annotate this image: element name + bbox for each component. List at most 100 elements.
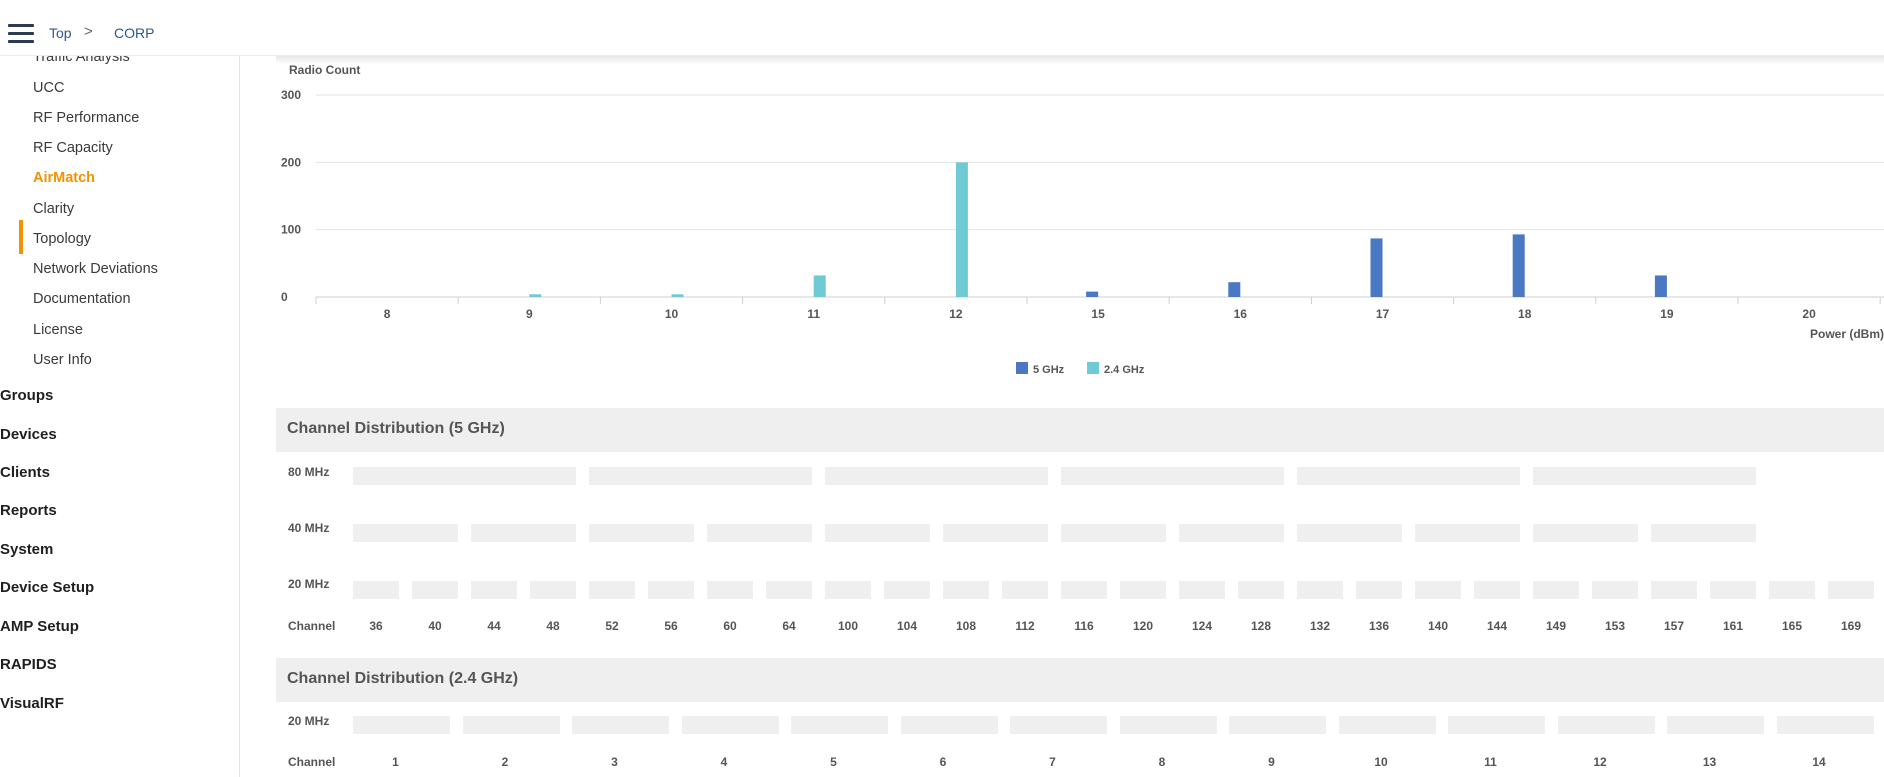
channel-cell-20mhz[interactable] (1061, 581, 1107, 599)
bar-5ghz (1086, 291, 1099, 297)
channel-cell-80mhz[interactable] (353, 467, 576, 485)
channel-cell-40mhz[interactable] (1651, 524, 1756, 542)
row-label-80mhz: 80 MHz (288, 465, 330, 479)
channel-cell-24ghz[interactable] (900, 716, 998, 734)
sidebar-item-network-deviations[interactable]: Network Deviations (33, 261, 158, 277)
sidebar-item-ucc[interactable]: UCC (33, 80, 65, 96)
legend-swatch-5ghz (1016, 362, 1028, 374)
sidebar-item-user-info[interactable]: User Info (33, 352, 92, 368)
sidebar-item-license[interactable]: License (33, 322, 83, 338)
channel-cell-20mhz[interactable] (1297, 581, 1343, 599)
channel-label: 8 (1158, 755, 1166, 769)
channel-cell-20mhz[interactable] (1238, 581, 1284, 599)
channel-cell-20mhz[interactable] (1592, 581, 1638, 599)
power-chart: Radio Count 0 100 200 300 8 9 10 11 12 15 16 17 18 19 2… (281, 63, 1884, 376)
nav-system[interactable]: System (0, 541, 54, 558)
channel-cell-20mhz[interactable] (1769, 581, 1815, 599)
channel-cell-24ghz[interactable] (1557, 716, 1655, 734)
channel-cell-24ghz[interactable] (791, 716, 888, 734)
channel-cell-80mhz[interactable] (589, 467, 812, 485)
nav-visualrf[interactable]: VisualRF (0, 695, 64, 712)
channel-cell-20mhz[interactable] (648, 581, 694, 599)
channel-cell-24ghz[interactable] (681, 716, 779, 734)
channel-cell-20mhz[interactable] (1710, 581, 1756, 599)
channel-cell-20mhz[interactable] (1415, 581, 1461, 599)
channel-cell-20mhz[interactable] (353, 581, 399, 599)
channel-label: 140 (1427, 619, 1449, 633)
channel-cell-24ghz[interactable] (1119, 716, 1217, 734)
channel-cell-24ghz[interactable] (1338, 716, 1436, 734)
channel-cell-20mhz[interactable] (1651, 581, 1697, 599)
channel-cell-20mhz[interactable] (1828, 581, 1874, 599)
channel-cell-40mhz[interactable] (1179, 524, 1284, 542)
channel-cell-40mhz[interactable] (1415, 524, 1520, 542)
channel-cell-20mhz[interactable] (1474, 581, 1520, 599)
y-tick-label: 0 (281, 290, 288, 304)
channel-label: 161 (1722, 619, 1744, 633)
nav-groups[interactable]: Groups (0, 387, 54, 404)
channel-cell-20mhz[interactable] (1356, 581, 1402, 599)
sidebar: Traffic Analysis UCC RF Performance RF C… (0, 49, 240, 777)
bar-5ghz (1512, 234, 1525, 297)
hamburger-menu-icon[interactable] (8, 24, 34, 44)
nav-rapids[interactable]: RAPIDS (0, 656, 57, 673)
channel-cell-40mhz[interactable] (1533, 524, 1638, 542)
channel-cell-40mhz[interactable] (943, 524, 1048, 542)
channel-cell-40mhz[interactable] (471, 524, 576, 542)
channel-cell-24ghz[interactable] (572, 716, 669, 734)
sidebar-item-clarity[interactable]: Clarity (33, 201, 75, 217)
y-tick-label: 300 (281, 88, 301, 102)
channel-label: 149 (1545, 619, 1567, 633)
sidebar-item-airmatch[interactable]: AirMatch (33, 170, 96, 186)
channel-cell-40mhz[interactable] (1061, 524, 1166, 542)
channel-cell-40mhz[interactable] (589, 524, 694, 542)
channel-cell-80mhz[interactable] (825, 467, 1048, 485)
channel-cell-24ghz[interactable] (1229, 716, 1326, 734)
channel-cell-20mhz[interactable] (1002, 581, 1048, 599)
channel-cell-20mhz[interactable] (412, 581, 458, 599)
channel-label: 9 (1268, 755, 1275, 769)
channel-cell-80mhz[interactable] (1297, 467, 1520, 485)
sidebar-item-topology[interactable]: Topology (33, 231, 92, 247)
channel-label: 116 (1074, 619, 1094, 633)
x-axis-title: Power (dBm) (1810, 327, 1884, 341)
channel-cell-24ghz[interactable] (1667, 716, 1764, 734)
channel-cell-20mhz[interactable] (589, 581, 635, 599)
channel-cell-80mhz[interactable] (1061, 467, 1284, 485)
channel-cell-24ghz[interactable] (1010, 716, 1107, 734)
channel-cell-40mhz[interactable] (825, 524, 930, 542)
channel-cell-20mhz[interactable] (530, 581, 576, 599)
nav-clients[interactable]: Clients (0, 464, 51, 481)
channel-cell-24ghz[interactable] (462, 716, 560, 734)
channel-cell-20mhz[interactable] (1120, 581, 1166, 599)
channel-label: 11 (1484, 755, 1497, 769)
nav-amp-setup[interactable]: AMP Setup (0, 618, 79, 635)
channel-cell-24ghz[interactable] (1776, 716, 1874, 734)
channel-cell-20mhz[interactable] (943, 581, 989, 599)
sidebar-item-rf-capacity[interactable]: RF Capacity (33, 140, 113, 156)
channel-label: 136 (1368, 619, 1390, 633)
channel-cell-20mhz[interactable] (884, 581, 930, 599)
channel-cell-20mhz[interactable] (766, 581, 812, 599)
channel-cell-24ghz[interactable] (353, 716, 450, 734)
channel-cell-20mhz[interactable] (1533, 581, 1579, 599)
channel-cell-20mhz[interactable] (471, 581, 517, 599)
channel-cell-80mhz[interactable] (1533, 467, 1756, 485)
breadcrumb-top[interactable]: Top (49, 25, 72, 41)
breadcrumb-corp[interactable]: CORP (114, 25, 155, 41)
nav-devices[interactable]: Devices (0, 426, 57, 443)
channel-cell-20mhz[interactable] (1179, 581, 1225, 599)
channel-cell-20mhz[interactable] (707, 581, 753, 599)
channel-label: 6 (939, 755, 947, 769)
sidebar-item-rf-performance[interactable]: RF Performance (33, 110, 140, 126)
nav-reports[interactable]: Reports (0, 502, 57, 519)
sidebar-item-documentation[interactable]: Documentation (33, 291, 131, 307)
nav-device-setup[interactable]: Device Setup (0, 579, 95, 596)
channel-cell-20mhz[interactable] (825, 581, 871, 599)
x-tick-label: 15 (1091, 307, 1105, 321)
channel-cell-40mhz[interactable] (353, 524, 458, 542)
channel-cell-40mhz[interactable] (1297, 524, 1402, 542)
channel-cell-24ghz[interactable] (1448, 716, 1545, 734)
channel-cell-40mhz[interactable] (707, 524, 812, 542)
y-tick-label: 200 (281, 155, 301, 169)
